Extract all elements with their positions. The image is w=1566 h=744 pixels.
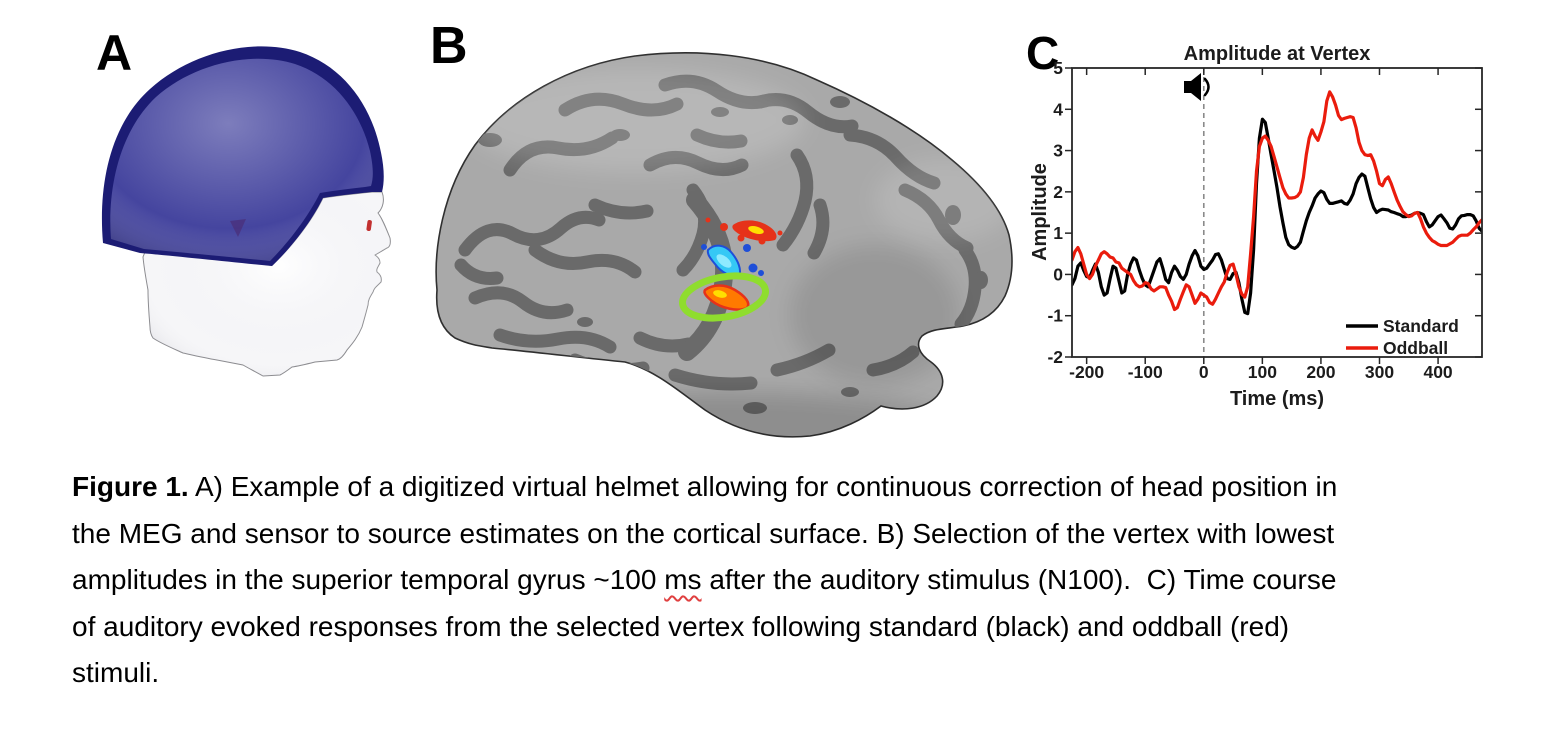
panel-a-helmet-figure — [101, 46, 391, 377]
panel-b-label: B — [430, 17, 468, 75]
caption-line: of auditory evoked responses from the se… — [72, 604, 1337, 651]
figure-caption: Figure 1. A) Example of a digitized virt… — [72, 464, 1337, 697]
misspelled-word: ms — [664, 564, 702, 595]
vertex-highlight-circle — [678, 272, 770, 322]
caption-line: Figure 1. A) Example of a digitized virt… — [72, 464, 1337, 511]
legend-label: Standard — [1383, 316, 1459, 336]
caption-line: the MEG and sensor to source estimates o… — [72, 511, 1337, 558]
x-tick-label: 400 — [1423, 362, 1452, 382]
amplitude-chart: -200 -100 0 100 200 300 400 -2 -1 0 1 2 3 4 5 Amplitude… — [1030, 43, 1483, 410]
helmet-shading — [110, 58, 373, 261]
fiducial-marker — [366, 220, 372, 232]
top-highlight — [465, 68, 805, 172]
y-tick-label: -1 — [1047, 306, 1063, 326]
panel-c-label: C — [1026, 27, 1060, 79]
panel-a-label: A — [96, 25, 133, 81]
y-axis-label: Amplitude — [1030, 163, 1051, 261]
x-tick-label: 100 — [1248, 362, 1277, 382]
panel-b-cortex-figure — [435, 52, 1013, 438]
y-tick-label: 0 — [1053, 264, 1063, 284]
speaker-icon — [1184, 73, 1210, 101]
legend-entry-oddball: Oddball — [1346, 338, 1448, 358]
x-tick-label: 200 — [1306, 362, 1335, 382]
oddball-trace — [1072, 90, 1482, 312]
helmet-patch-marker — [230, 219, 246, 237]
x-tick-label: 0 — [1199, 362, 1209, 382]
caption-line: amplitudes in the superior temporal gyru… — [72, 557, 1337, 604]
legend-label: Oddball — [1383, 338, 1448, 358]
y-tick-label: 2 — [1053, 182, 1063, 202]
sylvian-valley-shadow — [790, 245, 960, 385]
caption-text: after the auditory stimulus (N100). C) T… — [701, 564, 1337, 595]
y-tick-label: 5 — [1053, 58, 1063, 78]
x-tick-label: -200 — [1069, 362, 1104, 382]
x-tick-label: 300 — [1365, 362, 1394, 382]
y-tick-label: 4 — [1053, 99, 1063, 119]
x-tick-label: -100 — [1128, 362, 1163, 382]
axis-ticks — [1065, 67, 1482, 364]
caption-text: of auditory evoked responses from the se… — [72, 610, 1290, 642]
axes-box — [1071, 67, 1483, 358]
x-axis-label: Time (ms) — [1230, 388, 1324, 410]
caption-text: A) Example of a digitized virtual helmet… — [188, 471, 1338, 502]
y-tick-label: -2 — [1047, 347, 1063, 367]
caption-text: stimuli. — [72, 657, 160, 688]
head-shading — [143, 192, 391, 376]
caption-line: stimuli. — [72, 650, 1337, 697]
frontal-highlight — [875, 158, 1013, 242]
chart-title: Amplitude at Vertex — [1184, 43, 1371, 65]
y-tick-label: 1 — [1053, 223, 1063, 243]
activation-cluster-positive — [705, 217, 783, 245]
legend-entry-standard: Standard — [1346, 316, 1459, 336]
caption-text: the MEG and sensor to source estimates o… — [72, 517, 1335, 549]
caption-text: amplitudes in the superior temporal gyru… — [72, 564, 665, 595]
caption-text: Figure 1. — [72, 471, 189, 502]
y-tick-label: 3 — [1053, 141, 1063, 161]
